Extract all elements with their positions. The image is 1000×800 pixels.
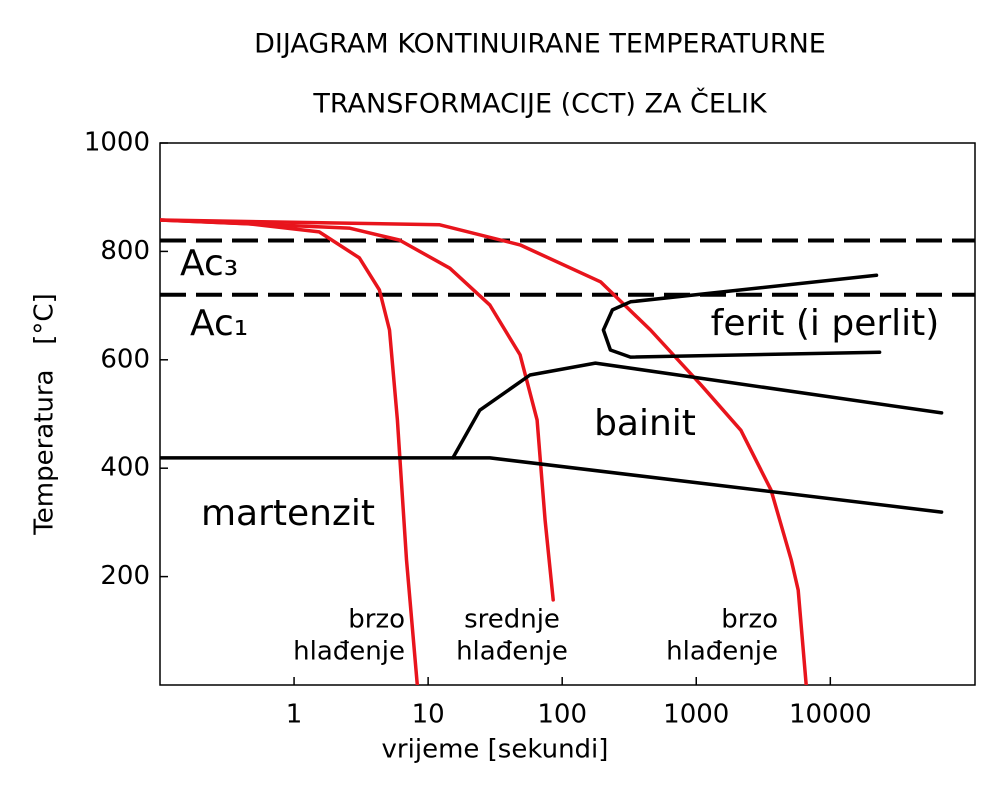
y-tick-label: 400	[100, 453, 150, 483]
annotation: bainit	[594, 403, 696, 444]
chart-title: DIJAGRAM KONTINUIRANE TEMPERATURNE	[254, 29, 826, 60]
series-line	[451, 361, 944, 460]
y-axis-label: Temperatura [°C]	[30, 293, 60, 535]
annotation: hlađenje	[456, 637, 568, 667]
plot-frame	[159, 142, 976, 686]
annotation: hlađenje	[293, 637, 405, 667]
series-line	[160, 218, 555, 602]
series-line	[160, 218, 808, 685]
series-line	[160, 456, 944, 514]
chart-title: TRANSFORMACIJE (CCT) ZA ČELIK	[312, 88, 768, 120]
plot-area	[160, 218, 975, 685]
y-tick-label: 600	[100, 344, 150, 374]
x-tick-label: 1000	[663, 700, 729, 730]
y-tick-label: 800	[100, 236, 150, 266]
reference-label: Ac₃	[180, 243, 238, 284]
annotation: brzo	[721, 605, 778, 635]
x-tick-label: 100	[537, 700, 587, 730]
y-tick-label: 1000	[84, 128, 150, 158]
annotation: martenzit	[201, 493, 375, 534]
annotation: brzo	[348, 605, 405, 635]
annotation: hlađenje	[666, 637, 778, 667]
reference-label: Ac₁	[190, 303, 248, 344]
y-tick-label: 200	[100, 561, 150, 591]
x-tick-label: 10000	[789, 700, 872, 730]
annotation: ferit (i perlit)	[711, 303, 940, 344]
x-axis-label: vrijeme [sekundi]	[382, 735, 609, 765]
annotation: srednje	[464, 605, 560, 635]
series-line	[601, 273, 882, 359]
x-tick-label: 10	[412, 700, 445, 730]
x-tick-label: 1	[286, 700, 303, 730]
